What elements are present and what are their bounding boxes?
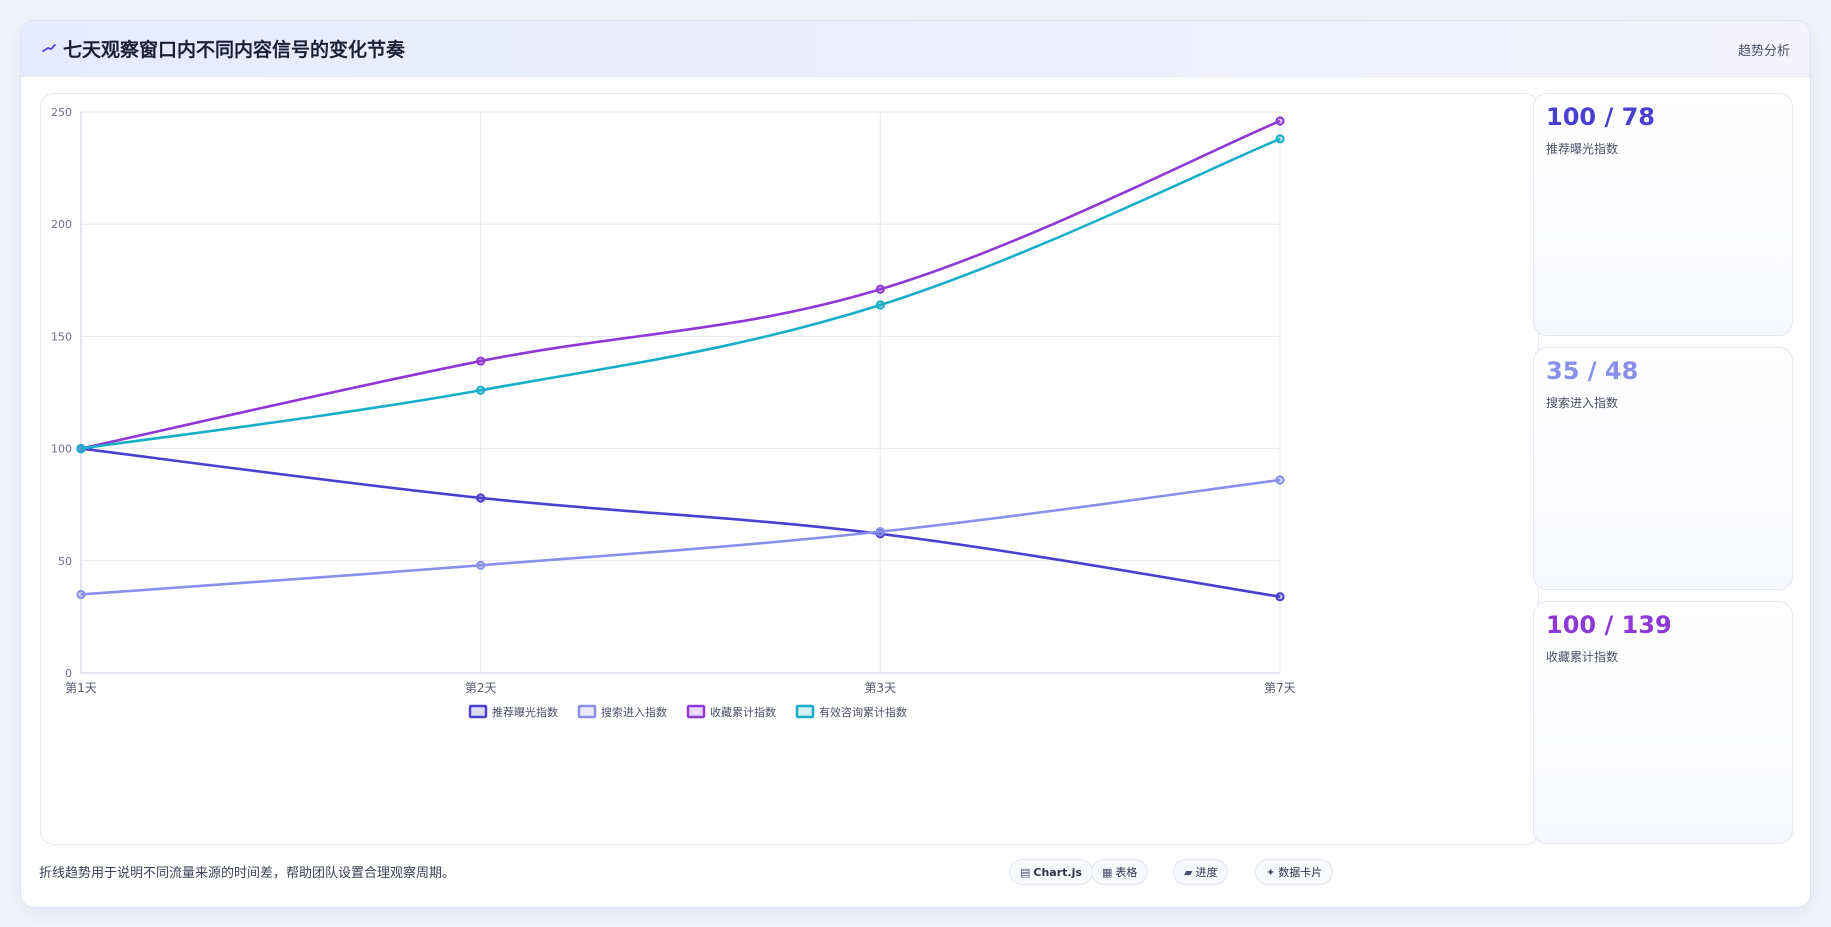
y-tick-label: 100: [51, 443, 72, 456]
stat-card-search: 35 / 48 搜索进入指数: [1533, 347, 1793, 590]
stat-label: 搜索进入指数: [1546, 396, 1619, 410]
dashboard-panel: 七天观察窗口内不同内容信号的变化节奏 趋势分析 0 50 100 150 200 250 第…: [20, 20, 1811, 908]
data-point: [1275, 116, 1285, 126]
data-point: [76, 589, 86, 600]
data-point: [1275, 592, 1285, 602]
chip-datacard[interactable]: ✦ 数据卡片: [1255, 859, 1334, 885]
section-tag: 趋势分析: [1737, 44, 1790, 59]
stat-value: 35 / 48: [1546, 357, 1639, 385]
stat-label: 收藏累计指数: [1546, 650, 1619, 664]
y-tick-label: 200: [51, 218, 72, 231]
page-title: 七天观察窗口内不同内容信号的变化节奏: [63, 39, 406, 61]
trend-icon: [42, 44, 56, 52]
data-point: [476, 560, 486, 570]
legend-label: 推荐曝光指数: [492, 705, 558, 719]
stat-card-recommend: 100 / 78 推荐曝光指数: [1533, 93, 1793, 336]
y-tick-label: 250: [51, 106, 72, 119]
card-icon: ✦: [1266, 866, 1276, 879]
chart-footnote: 折线趋势用于说明不同流量来源的时间差，帮助团队设置合理观察周期。: [39, 866, 456, 881]
legend-label: 收藏累计指数: [710, 705, 776, 719]
legend-swatch: [795, 704, 815, 719]
data-point: [875, 300, 885, 310]
chip-label: 进度: [1195, 866, 1218, 879]
chart-icon: ▤: [1020, 866, 1031, 879]
y-tick-label: 0: [65, 667, 72, 680]
panel-header: 七天观察窗口内不同内容信号的变化节奏 趋势分析: [21, 21, 1810, 77]
data-point: [76, 444, 86, 454]
legend-swatch: [468, 704, 488, 719]
chip-progress[interactable]: ▰ 进度: [1173, 859, 1229, 885]
legend-label: 搜索进入指数: [601, 705, 667, 719]
stat-card-favorites: 100 / 139 收藏累计指数: [1533, 601, 1793, 844]
data-point: [875, 527, 885, 537]
chip-label: Chart.js: [1033, 866, 1082, 879]
data-point: [476, 356, 486, 366]
legend-swatch: [577, 704, 597, 719]
data-point: [476, 385, 486, 395]
series-line-1: [80, 447, 1281, 598]
x-tick-label: 第7天: [1264, 681, 1296, 695]
x-tick-label: 第1天: [65, 681, 97, 695]
stat-value: 100 / 139: [1546, 611, 1672, 639]
data-point: [476, 493, 486, 503]
y-tick-label: 50: [58, 555, 72, 568]
x-tick-label: 第2天: [465, 681, 497, 695]
series-line-3: [80, 119, 1281, 450]
chip-label: 数据卡片: [1278, 866, 1323, 879]
data-point: [1275, 475, 1285, 485]
progress-icon: ▰: [1184, 866, 1193, 879]
legend-label: 有效咨询累计指数: [819, 705, 907, 719]
y-tick-label: 150: [51, 330, 72, 343]
series-line-2: [80, 478, 1281, 596]
table-icon: ▦: [1102, 866, 1113, 879]
legend-swatch: [686, 704, 706, 719]
chip-table[interactable]: ▦ 表格: [1091, 859, 1149, 885]
line-chart-card: 0 50 100 150 200 250 第1天 第2天 第3天 第7天推荐曝光指数 搜索进入指数 收…: [40, 93, 1539, 845]
series-line-4: [80, 137, 1281, 450]
data-point: [875, 284, 885, 294]
data-point: [1275, 134, 1285, 144]
x-tick-label: 第3天: [865, 681, 897, 695]
stat-value: 100 / 78: [1546, 103, 1655, 131]
stat-label: 推荐曝光指数: [1546, 142, 1619, 156]
chip-label: 表格: [1115, 866, 1138, 879]
chip-chartjs[interactable]: ▤ Chart.js: [1009, 859, 1093, 885]
